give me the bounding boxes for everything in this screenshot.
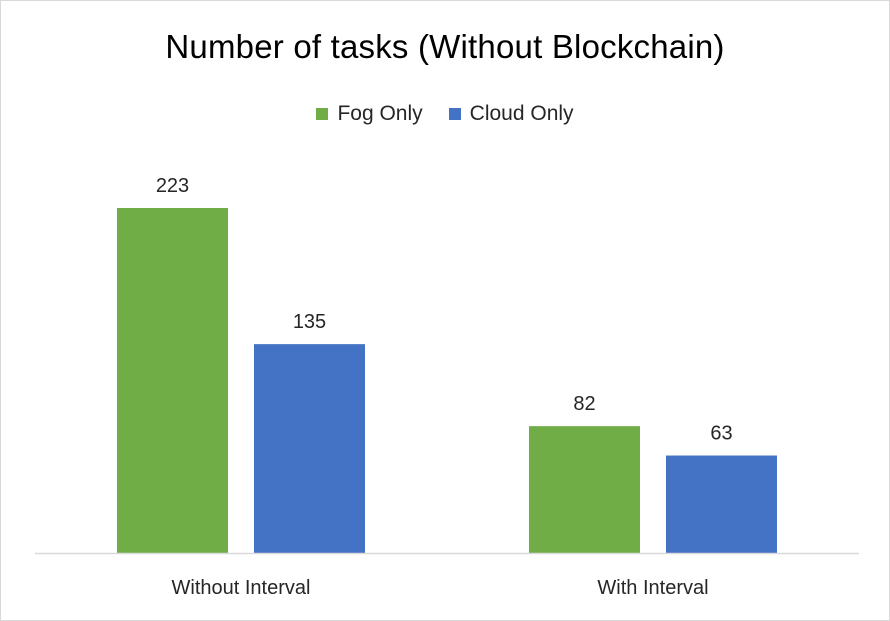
legend-label-fog-only: Fog Only: [337, 102, 423, 125]
x-tick-label-with-interval: With Interval: [597, 577, 708, 599]
legend-swatch-fog-only: [316, 108, 329, 120]
bar-cloud-only-with-interval: [666, 455, 777, 553]
x-tick-label-without-interval: Without Interval: [172, 577, 311, 599]
chart-title: Number of tasks (Without Blockchain): [165, 28, 725, 65]
legend-label-cloud-only: Cloud Only: [469, 102, 574, 125]
legend-item-cloud-only: Cloud Only: [448, 102, 574, 126]
data-label-fog-only-with-interval: 82: [573, 393, 595, 415]
legend-swatch-cloud-only: [448, 108, 461, 120]
bar-cloud-only-without-interval: [254, 344, 365, 553]
legend-item-fog-only: Fog Only: [316, 102, 423, 126]
data-label-fog-only-without-interval: 223: [156, 175, 189, 197]
bar-fog-only-without-interval: [117, 208, 228, 553]
legend: Fog Only Cloud Only: [1, 102, 889, 126]
data-label-cloud-only-with-interval: 63: [710, 423, 732, 445]
bar-fog-only-with-interval: [529, 426, 640, 553]
data-label-cloud-only-without-interval: 135: [293, 311, 326, 333]
